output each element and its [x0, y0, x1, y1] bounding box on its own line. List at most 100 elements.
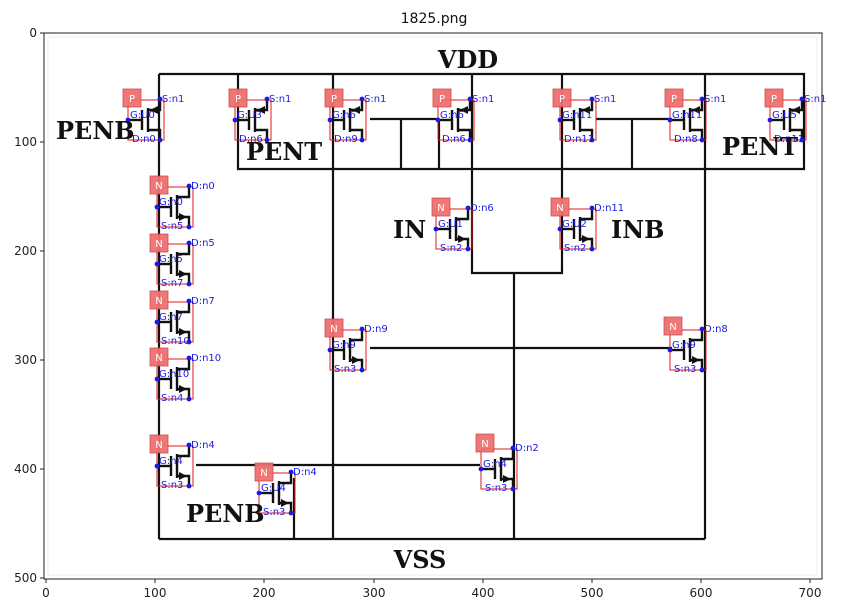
- bottom-terminal-label: S:n4: [161, 393, 183, 404]
- vdd-label: VDD: [437, 45, 498, 74]
- gate-terminal-label: G:n0: [159, 197, 183, 208]
- bottom-terminal-label: D:n11: [774, 134, 804, 145]
- terminal-dot: [767, 117, 773, 123]
- y-tick-label: 400: [14, 462, 37, 476]
- polarity-arrow: [503, 475, 511, 483]
- terminal-dot: [288, 469, 294, 475]
- device-type-label: N: [155, 239, 162, 250]
- device-type-label: N: [669, 322, 676, 333]
- terminal-dot: [359, 137, 365, 143]
- terminal-dot: [154, 261, 160, 267]
- gate-terminal-label: G:n10: [159, 369, 189, 380]
- polarity-arrow: [281, 499, 289, 507]
- transistor-M_n11p: S:n1 D:n11 G:n11 P: [552, 88, 616, 145]
- gate-terminal-label: G:n6: [440, 110, 464, 121]
- transistor-M_n8n: D:n8 S:n3 G:n9 N: [663, 316, 728, 375]
- gate-terminal-label: G:n4: [483, 459, 507, 470]
- device-type-label: N: [330, 324, 337, 335]
- device-type-label: P: [439, 94, 445, 105]
- top-terminal-label: D:n7: [191, 296, 215, 307]
- device-type-badge: [324, 88, 344, 108]
- polarity-arrow: [150, 106, 158, 114]
- gate-terminal-label: G:U5: [772, 110, 797, 121]
- polarity-arrow: [179, 385, 187, 393]
- device-type-badge: [254, 462, 274, 482]
- transistor-M_n10: D:n10 S:n4 G:n10 N: [149, 347, 221, 404]
- source-lead: [790, 128, 804, 140]
- polarity-arrow: [352, 106, 360, 114]
- x-tick-label: 600: [690, 586, 713, 600]
- source-lead: [580, 128, 594, 140]
- polarity-arrow: [179, 472, 187, 480]
- top-terminal-label: S:n1: [704, 94, 726, 105]
- inb-label: INB: [611, 215, 664, 244]
- transistor-M_n2: D:n2 S:n3 G:n4 N: [475, 433, 539, 494]
- device-type-label: N: [260, 468, 267, 479]
- top-terminal-label: D:n4: [191, 440, 215, 451]
- transistor-U4: D:n4 S:n3 G:U4 N: [254, 462, 317, 518]
- x-tick-label: 100: [144, 586, 167, 600]
- device-type-label: P: [671, 94, 677, 105]
- penb-bottom-label: PENB: [186, 499, 265, 528]
- gate-terminal-label: G:U2: [562, 219, 587, 230]
- top-terminal-label: D:n6: [470, 203, 494, 214]
- terminal-dot: [667, 117, 673, 123]
- terminal-dot: [799, 96, 805, 102]
- device-type-badge: [149, 434, 169, 454]
- transistor-M_n9p: S:n1 D:n9 G:n6 P: [324, 88, 386, 145]
- terminal-dot: [699, 326, 705, 332]
- transistor-U2: D:n11 S:n2 G:U2 N: [550, 197, 624, 254]
- gate-terminal-label: G:U0: [130, 110, 155, 121]
- device-type-label: N: [155, 440, 162, 451]
- terminal-dot: [465, 205, 471, 211]
- transistors: S:n1D:n0G:U0P S:n1D:n6G:U3P S:n1D:n9G:n6P S…: [122, 88, 826, 518]
- bottom-terminal-label: D:n9: [334, 134, 358, 145]
- device-type-badge: [664, 88, 684, 108]
- terminal-dot: [186, 483, 192, 489]
- vss-label: VSS: [393, 545, 447, 574]
- y-tick-label: 0: [29, 26, 37, 40]
- transistor-U3: S:n1 D:n6 G:U3 P: [228, 88, 291, 145]
- transistor-M_n4a: D:n4 S:n3 G:n4 N: [149, 434, 215, 491]
- source-lead: [148, 128, 162, 140]
- terminal-dot: [359, 367, 365, 373]
- terminal-dot: [699, 367, 705, 373]
- device-type-label: N: [155, 181, 162, 192]
- polarity-arrow: [179, 270, 187, 278]
- transistor-M_n6p: S:n1 D:n6 G:n6 P: [432, 88, 494, 145]
- bottom-terminal-label: D:n8: [674, 134, 698, 145]
- gate-terminal-label: G:n9: [672, 340, 696, 351]
- transistor-U1: D:n6 S:n2 G:U1 N: [431, 197, 494, 254]
- terminal-dot: [467, 137, 473, 143]
- polarity-arrow: [458, 235, 466, 243]
- top-terminal-label: D:n0: [191, 181, 215, 192]
- terminal-dot: [186, 355, 192, 361]
- terminal-dot: [557, 226, 563, 232]
- device-type-badge: [228, 88, 248, 108]
- figure-title: 1825.png: [401, 11, 468, 27]
- device-type-badge: [149, 233, 169, 253]
- x-tick-label: 700: [799, 586, 822, 600]
- terminal-dot: [467, 96, 473, 102]
- pent-right-label: PENT: [722, 132, 798, 161]
- gate-terminal-label: G:U3: [237, 110, 262, 121]
- terminal-dot: [465, 246, 471, 252]
- wires: [157, 72, 806, 541]
- top-terminal-label: D:n11: [594, 203, 624, 214]
- device-type-badge: [764, 88, 784, 108]
- terminal-dot: [154, 376, 160, 382]
- terminal-dot: [256, 490, 262, 496]
- source-lead: [458, 128, 472, 140]
- polarity-arrow: [582, 106, 590, 114]
- terminal-dot: [186, 396, 192, 402]
- terminal-dot: [589, 137, 595, 143]
- gate-terminal-label: G:n9: [332, 340, 356, 351]
- device-type-label: N: [481, 439, 488, 450]
- transistor-U0: S:n1 D:n0 G:U0 P: [122, 88, 184, 145]
- polarity-arrow: [352, 356, 360, 364]
- drain-lead: [177, 359, 191, 371]
- polarity-arrow: [257, 106, 265, 114]
- transistor-M_n9n: D:n9 S:n3 G:n9 N: [324, 318, 388, 375]
- transistor-U5: S:n1 D:n11 G:U5 P: [764, 88, 826, 145]
- drain-lead: [177, 446, 191, 458]
